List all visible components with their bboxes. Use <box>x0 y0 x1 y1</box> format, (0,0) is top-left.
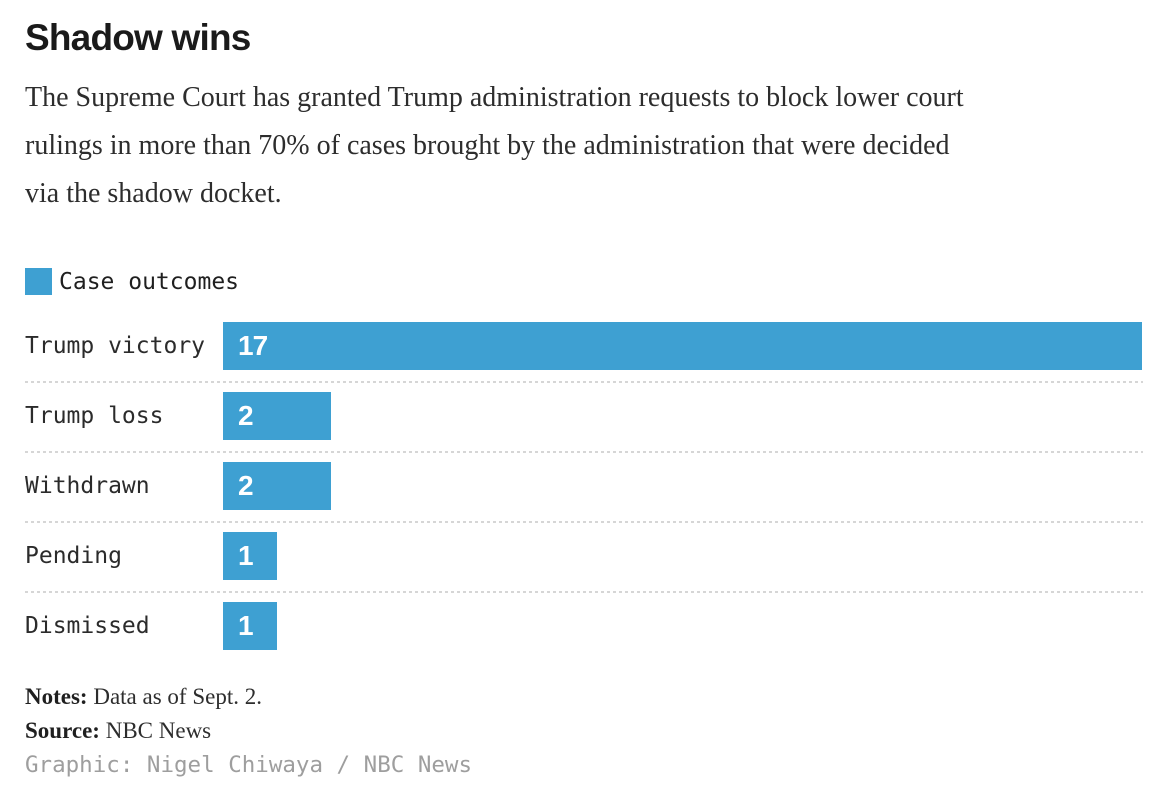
bar-value-label: 2 <box>238 470 254 501</box>
chart-row: Pending 1 <box>25 532 1143 580</box>
bar: 17 <box>223 322 1142 370</box>
bar-value-label: 1 <box>238 540 254 571</box>
notes-line: Notes: Data as of Sept. 2. <box>25 680 1143 714</box>
chart-subtitle: The Supreme Court has granted Trump admi… <box>25 74 1143 218</box>
row-separator <box>25 591 1143 593</box>
chart-card: Shadow wins The Supreme Court has grante… <box>0 16 1170 790</box>
source-label: Source: <box>25 718 100 743</box>
row-label: Withdrawn <box>25 473 150 499</box>
row-label: Pending <box>25 543 122 569</box>
row-separator <box>25 521 1143 523</box>
chart-row: Dismissed 1 <box>25 602 1143 650</box>
notes-label: Notes: <box>25 684 88 709</box>
notes-text: Data as of Sept. 2. <box>87 684 262 709</box>
chart-subtitle-line: The Supreme Court has granted Trump admi… <box>25 82 964 113</box>
source-text: NBC News <box>99 718 212 743</box>
chart-title: Shadow wins <box>25 17 251 58</box>
bar-value-label: 17 <box>238 330 268 361</box>
bar-value-label: 1 <box>238 610 254 641</box>
chart-row: Trump loss 2 <box>25 392 1143 440</box>
chart-row: Withdrawn 2 <box>25 462 1143 510</box>
row-separator <box>25 451 1143 453</box>
bar: 2 <box>223 462 331 510</box>
bar-chart: Trump victory 17 Trump loss 2 Withdrawn 2 Pend… <box>25 322 1143 650</box>
bar: 1 <box>223 602 277 650</box>
bar: 1 <box>223 532 277 580</box>
bar-value-label: 2 <box>238 400 254 431</box>
bar: 2 <box>223 392 331 440</box>
row-label: Trump victory <box>25 333 206 359</box>
row-separator <box>25 381 1143 383</box>
legend: Case outcomes <box>25 268 1143 295</box>
chart-row: Trump victory 17 <box>25 322 1143 370</box>
footer: Notes: Data as of Sept. 2. Source: NBC N… <box>25 680 1143 782</box>
legend-label: Case outcomes <box>59 268 240 295</box>
chart-subtitle-line: rulings in more than 70% of cases brough… <box>25 130 950 161</box>
legend-swatch <box>25 268 52 295</box>
credit-line: Graphic: Nigel Chiwaya / NBC News <box>25 752 473 778</box>
row-label: Trump loss <box>25 403 164 429</box>
source-line: Source: NBC News <box>25 714 1143 748</box>
row-label: Dismissed <box>25 613 150 639</box>
chart-subtitle-line: via the shadow docket. <box>25 178 282 209</box>
